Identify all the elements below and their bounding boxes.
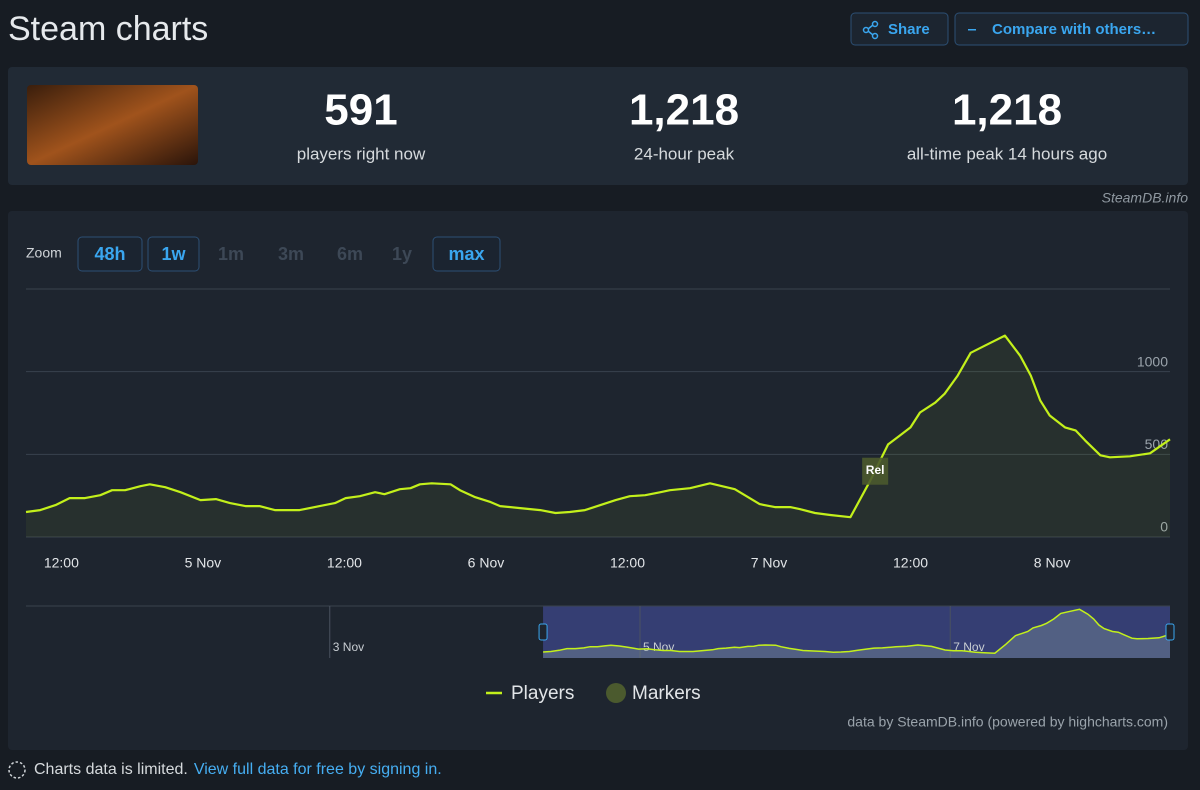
legend-label: Players (511, 683, 574, 704)
stat-value: 1,218 (629, 86, 739, 135)
zoom-option[interactable]: 1w (161, 244, 186, 264)
compare-icon (968, 29, 976, 31)
x-tick-label: 6 Nov (468, 555, 505, 571)
x-tick-label: 12:00 (327, 555, 362, 571)
footer-notice: Charts data is limited. (34, 761, 188, 778)
zoom-option[interactable]: max (448, 244, 484, 264)
stat-label: 24-hour peak (634, 144, 735, 163)
x-tick-label: 5 Nov (185, 555, 222, 571)
stat-label: players right now (297, 144, 426, 163)
zoom-button[interactable] (147, 236, 200, 272)
x-tick-label: 12:00 (610, 555, 645, 571)
players-area (26, 335, 1170, 537)
stats-panel (8, 67, 1188, 185)
zoom-option: 3m (278, 244, 304, 264)
share-label[interactable]: Share (888, 21, 930, 38)
x-tick-label: 8 Nov (1034, 555, 1071, 571)
compare-label[interactable]: Compare with others… (992, 21, 1156, 38)
stat-label: all-time peak 14 hours ago (907, 144, 1107, 163)
legend-label: Markers (632, 683, 701, 704)
marker-label: Rel (866, 463, 885, 477)
x-tick-label: 7 Nov (751, 555, 788, 571)
x-tick-label: 12:00 (893, 555, 928, 571)
navigator-line (543, 608, 1171, 654)
y-tick-label: 500 (1145, 436, 1169, 452)
zoom-option[interactable]: 48h (94, 244, 125, 264)
navigator-tick-label: 3 Nov (333, 640, 364, 654)
navigator-handle[interactable] (538, 623, 548, 641)
zoom-button[interactable] (432, 236, 501, 272)
zoom-option: 1y (392, 244, 412, 264)
y-tick-label: 1000 (1137, 353, 1168, 369)
share-icon (862, 20, 879, 40)
zoom-option: 6m (337, 244, 363, 264)
navigator-handle[interactable] (1165, 623, 1175, 641)
x-tick-label: 12:00 (44, 555, 79, 571)
marker (862, 457, 889, 485)
y-tick-label: 0 (1160, 519, 1168, 535)
players-line (25, 334, 1171, 519)
game-image (27, 85, 198, 165)
zoom-label: Zoom (26, 245, 62, 261)
page-title: Steam charts (8, 10, 208, 48)
legend-marker-swatch (606, 683, 626, 703)
footer-link[interactable]: View full data for free by signing in. (194, 761, 442, 778)
zoom-option: 1m (218, 244, 244, 264)
stat-value: 1,218 (952, 86, 1062, 135)
zoom-button[interactable] (77, 236, 143, 272)
compare-button[interactable] (954, 12, 1189, 46)
stat-value: 591 (324, 86, 397, 135)
credits: data by SteamDB.info (powered by highcha… (847, 714, 1168, 730)
navigator-area (543, 609, 1170, 658)
source-label: SteamDB.info (1102, 190, 1189, 206)
notice-icon (8, 761, 26, 779)
